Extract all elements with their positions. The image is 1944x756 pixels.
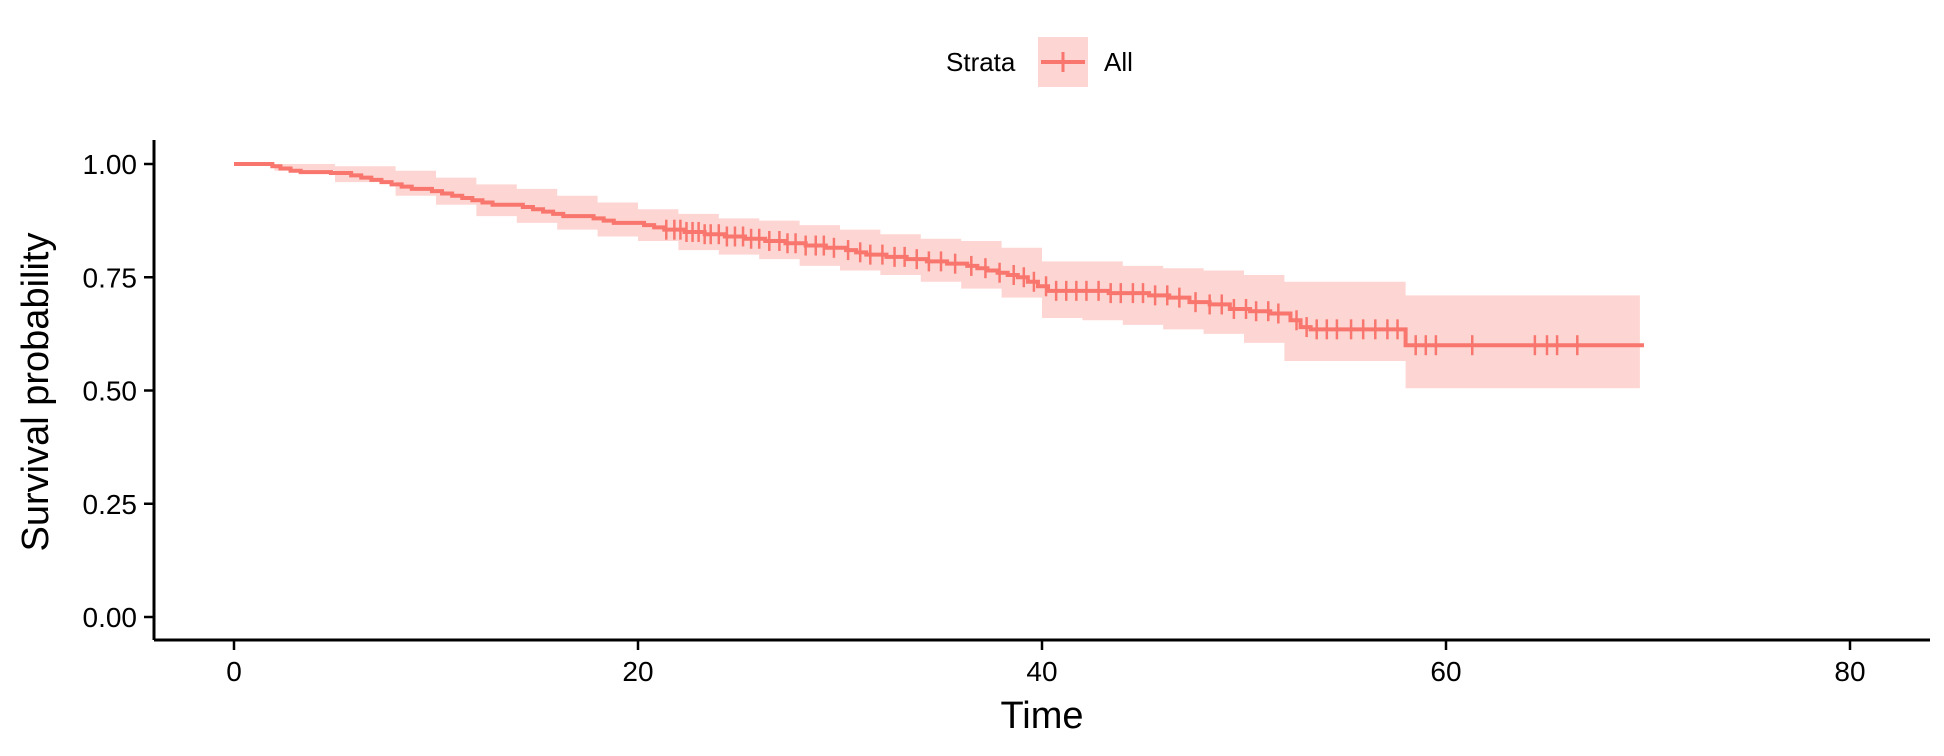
x-axis-ticks: 0 20 40 60 80	[226, 640, 1866, 687]
y-tick-label: 0.75	[83, 262, 138, 293]
censor-marks-layer	[665, 219, 1579, 356]
x-tick-label: 40	[1026, 656, 1057, 687]
x-axis-title: Time	[1000, 695, 1083, 737]
confidence-band	[234, 164, 1640, 389]
y-tick-label: 0.00	[83, 602, 138, 633]
x-tick-label: 60	[1430, 656, 1461, 687]
y-tick-label: 0.50	[83, 376, 138, 407]
legend: Strata All	[946, 37, 1133, 87]
x-tick-label: 20	[622, 656, 653, 687]
x-tick-label: 80	[1834, 656, 1865, 687]
y-tick-label: 1.00	[83, 149, 138, 180]
x-tick-label: 0	[226, 656, 242, 687]
y-tick-label: 0.25	[83, 489, 138, 520]
legend-entry-all: All	[1104, 47, 1133, 77]
y-axis-title: Survival probability	[15, 233, 57, 552]
y-axis-ticks: 0.00 0.25 0.50 0.75 1.00	[83, 149, 154, 633]
confidence-band-layer	[234, 164, 1640, 389]
legend-title: Strata	[946, 47, 1016, 77]
